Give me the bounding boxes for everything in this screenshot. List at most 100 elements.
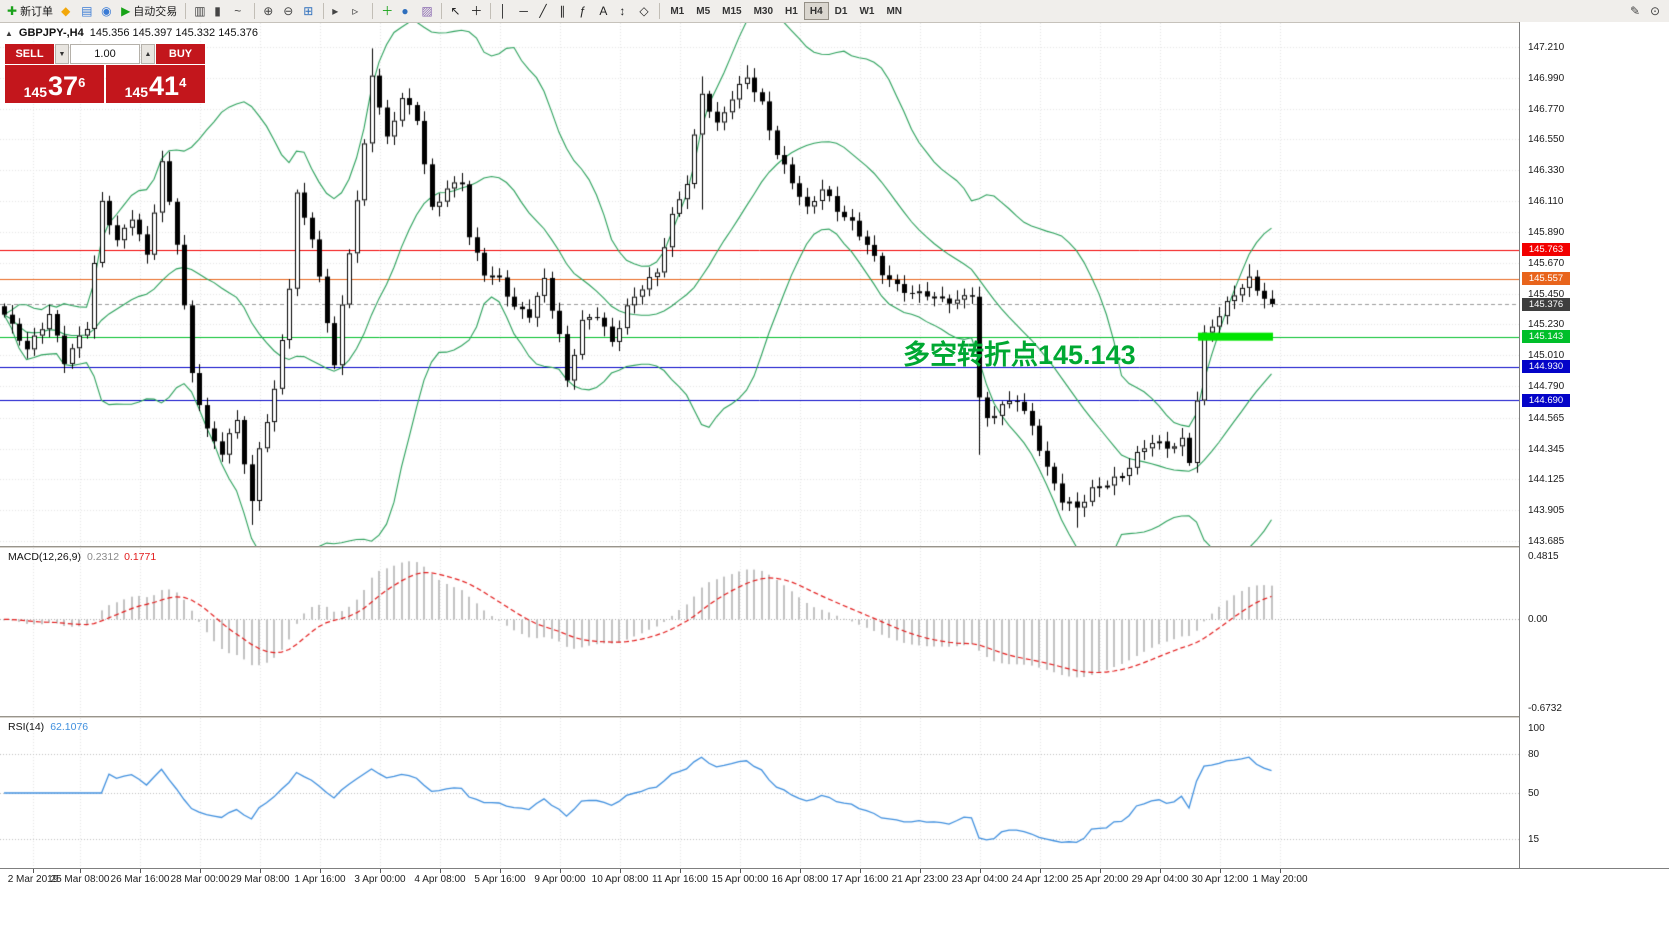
sell-button[interactable]: SELL [5,44,54,64]
time-axis-label: 25 Apr 20:00 [1071,874,1129,885]
time-axis-label: 4 Apr 08:00 [414,874,466,885]
time-axis[interactable]: 2 Mar 2019 25 Mar 08:00 26 Mar 16:00 28 Mar… [0,868,1669,890]
add-indicator-icon: ＋ [381,4,394,18]
fibonacci-button[interactable]: ƒ [575,2,595,21]
chart-shift-button[interactable]: ▹ [348,2,368,21]
buy-price-prefix: 145 [124,83,149,100]
timeframe-D1[interactable]: D1 [829,2,854,20]
macd-header: MACD(12,26,9) 0.2312 0.1771 [8,551,156,563]
macd-chart-canvas[interactable] [0,548,1519,716]
auto-scroll-button[interactable]: ▸ [328,2,348,21]
zoom-out-button[interactable]: ⊖ [279,2,299,21]
edit-button[interactable]: ✎ [1626,2,1646,21]
auto-trading-button[interactable]: ▶ 自动交易 [117,2,181,21]
collapse-trade-panel-icon[interactable]: ▲ [5,28,13,38]
templates-button[interactable]: ▨ [417,2,437,21]
bar-chart-button[interactable]: ▥ [190,2,210,21]
line-chart-button[interactable]: ~ [230,2,250,21]
new-order-button-label: 新订单 [20,6,54,18]
add-indicator-button[interactable]: ＋ [377,2,397,21]
zoom-in-icon: ⊕ [263,4,274,18]
timeframe-M15[interactable]: M15 [716,2,747,20]
rsi-axis-label: 15 [1528,833,1540,845]
cursor-icon: ↖ [450,4,461,18]
text-button[interactable]: A [595,2,615,21]
market-watch-icon: ▤ [81,4,93,18]
price-tick-label: 147.210 [1528,42,1565,53]
data-window-icon: ◉ [101,4,112,18]
chart-wizard-button[interactable]: ◆ [57,2,77,21]
buy-button[interactable]: BUY [156,44,205,64]
candlestick-chart-button[interactable]: ▮ [210,2,230,21]
new-order-button[interactable]: ✚ 新订单 [3,2,57,21]
time-axis-label: 15 Apr 00:00 [711,874,769,885]
arrows-button[interactable]: ↕ [615,2,635,21]
volume-increase-button[interactable]: ▲ [141,44,155,64]
time-axis-label: 1 May 20:00 [1252,874,1308,885]
time-tick [800,869,801,873]
time-tick [80,869,81,873]
timeframe-H1[interactable]: H1 [779,2,804,20]
periods-icon: ● [401,4,409,18]
cursor-button[interactable]: ↖ [446,2,466,21]
volume-input[interactable] [70,44,140,64]
tile-windows-button[interactable]: ⊞ [299,2,319,21]
search-icon: ⊙ [1650,4,1661,18]
crosshair-button[interactable]: ＋ [466,2,486,21]
time-tick [1280,869,1281,873]
trendline-button[interactable]: ╱ [535,2,555,21]
time-axis-label: 28 Mar 00:00 [170,874,230,885]
market-watch-button[interactable]: ▤ [77,2,97,21]
main-chart-canvas[interactable] [0,23,1519,546]
price-tick-label: 145.010 [1528,350,1565,362]
horizontal-line-button[interactable]: ─ [515,2,535,21]
timeframe-M30[interactable]: M30 [748,2,779,20]
fibonacci-icon: ƒ [579,4,587,18]
bottom-spacer [0,890,1669,951]
time-tick [500,869,501,873]
periods-button[interactable]: ● [397,2,417,21]
shapes-button[interactable]: ◇ [635,2,655,21]
price-tick-label: 144.345 [1528,443,1565,455]
timeframe-M1[interactable]: M1 [664,2,690,20]
price-tick-label: 146.110 [1528,196,1564,208]
price-axis[interactable]: 147.210 146.990 146.770 146.550 146.330 146.1… [1519,22,1669,868]
timeframe-H4[interactable]: H4 [803,2,829,20]
trendline-icon: ╱ [539,4,547,18]
search-button[interactable]: ⊙ [1646,2,1666,21]
timeframe-M5[interactable]: M5 [690,2,716,20]
price-level-tag: 144.930 [1522,360,1570,374]
pivot-annotation-text[interactable]: 多空转折点145.143 [903,340,1136,370]
time-tick [440,869,441,873]
toolbar-separator [441,3,443,19]
timeframe-W1[interactable]: W1 [853,2,880,20]
data-window-button[interactable]: ◉ [97,2,117,21]
time-tick [1040,869,1041,873]
toolbar-separator [659,3,661,19]
symbol-info-line: ▲ GBPJPY-,H4 145.356 145.397 145.332 145… [5,27,258,39]
timeframe-MN[interactable]: MN [880,2,908,20]
panel-separator[interactable] [0,546,1669,548]
zoom-in-button[interactable]: ⊕ [259,2,279,21]
price-level-tag: 145.763 [1522,243,1570,257]
rsi-axis-label: 100 [1528,723,1545,734]
time-axis-label: 29 Mar 08:00 [230,874,290,885]
zoom-out-icon: ⊖ [283,4,294,18]
buy-price-button[interactable]: 145 41 4 [106,65,205,103]
rsi-value: 62.1076 [50,721,89,733]
templates-icon: ▨ [421,4,433,18]
price-tick-label: 145.670 [1528,257,1565,269]
bar-chart-icon: ▥ [194,4,206,18]
time-axis-label: 21 Apr 23:00 [891,874,949,885]
volume-decrease-button[interactable]: ▼ [55,44,69,64]
time-tick [980,869,981,873]
rsi-header: RSI(14) 62.1076 [8,721,88,733]
channel-button[interactable]: ∥ [555,2,575,21]
price-level-tag: 145.376 [1522,297,1570,311]
vertical-line-button[interactable]: │ [495,2,515,21]
sell-price-button[interactable]: 145 37 6 [5,65,104,103]
rsi-chart-canvas[interactable] [0,718,1519,868]
time-axis-label: 1 Apr 16:00 [294,874,346,885]
panel-separator[interactable] [0,716,1669,718]
buy-price-sup: 4 [179,75,187,90]
